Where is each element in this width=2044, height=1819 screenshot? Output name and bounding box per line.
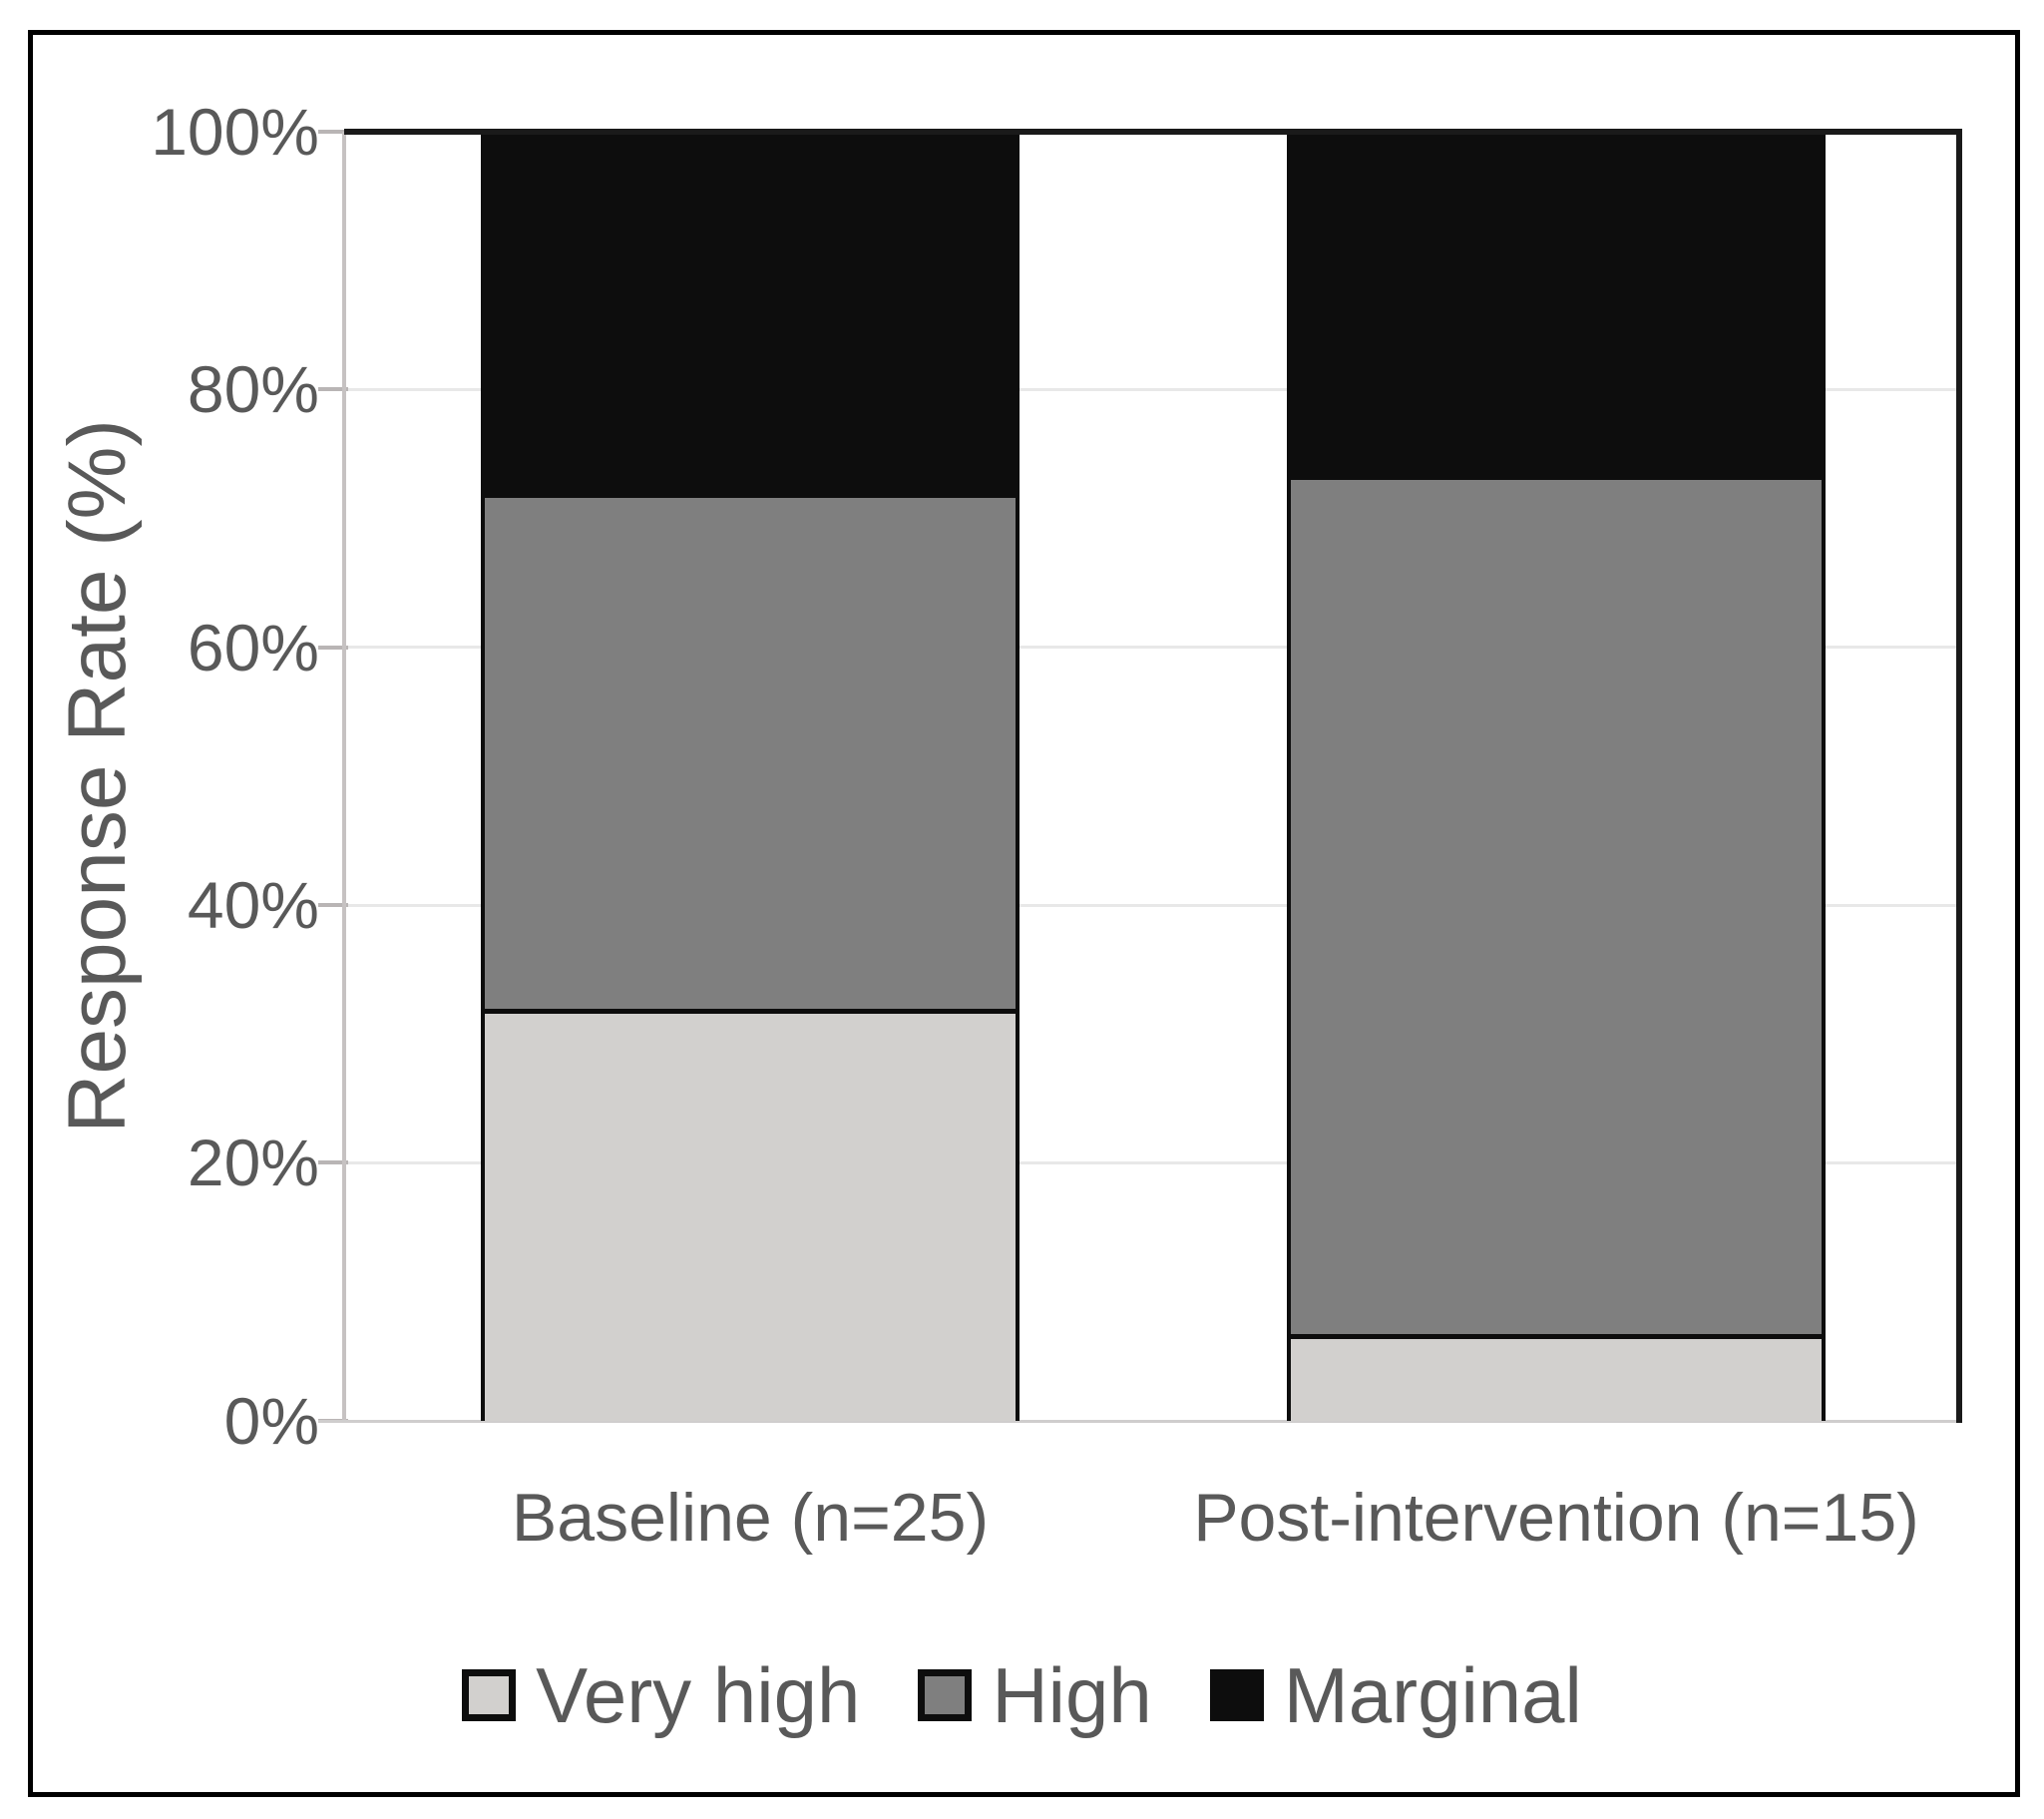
y-tick-label-100: 100%	[151, 95, 319, 169]
legend-label-high: High	[992, 1651, 1152, 1739]
y-tick-label-20: 20%	[187, 1126, 319, 1199]
bar-segment-marginal	[1291, 132, 1822, 475]
bar-segment-very-high	[1291, 1334, 1822, 1421]
bar-segment-high	[485, 492, 1016, 1009]
legend-swatch-very-high	[462, 1669, 517, 1721]
y-tick-label-80: 80%	[187, 352, 319, 426]
legend: Very high High Marginal	[0, 1656, 2044, 1734]
bar-segment-very-high	[485, 1008, 1016, 1421]
legend-swatch-high	[918, 1669, 973, 1721]
legend-item-marginal: Marginal	[1209, 1651, 1582, 1739]
y-tick-mark	[318, 1160, 348, 1164]
y-tick-mark	[318, 903, 348, 907]
plot-area	[318, 129, 1962, 1423]
y-tick-mark	[318, 646, 348, 650]
y-tick-mark	[318, 130, 348, 134]
legend-item-very-high: Very high	[462, 1656, 860, 1734]
plot-border-top	[344, 129, 1962, 135]
bar-segment-marginal	[485, 132, 1016, 493]
gridline-20	[344, 1161, 1962, 1164]
y-tick-mark	[318, 387, 348, 391]
legend-swatch-marginal	[1209, 1669, 1264, 1721]
gridline-80	[344, 388, 1962, 391]
x-axis-line	[318, 1420, 1962, 1423]
plot-border-right	[1956, 129, 1962, 1423]
y-tick-label-40: 40%	[187, 868, 319, 942]
bar-segment-high	[1291, 474, 1822, 1335]
x-category-label-baseline: Baseline (n=25)	[511, 1480, 990, 1556]
bar-post-intervention	[1287, 132, 1826, 1421]
legend-label-very-high: Very high	[536, 1651, 861, 1739]
legend-label-marginal: Marginal	[1283, 1651, 1582, 1739]
y-axis-line	[342, 132, 346, 1423]
x-category-label-post-intervention: Post-intervention (n=15)	[1193, 1480, 1919, 1556]
gridline-40	[344, 904, 1962, 907]
y-tick-label-60: 60%	[187, 611, 319, 684]
bar-baseline	[481, 132, 1020, 1421]
legend-item-high: High	[918, 1651, 1152, 1739]
gridline-60	[344, 646, 1962, 649]
y-axis-title: Response Rate (%)	[52, 419, 143, 1134]
y-tick-label-0: 0%	[223, 1384, 319, 1458]
